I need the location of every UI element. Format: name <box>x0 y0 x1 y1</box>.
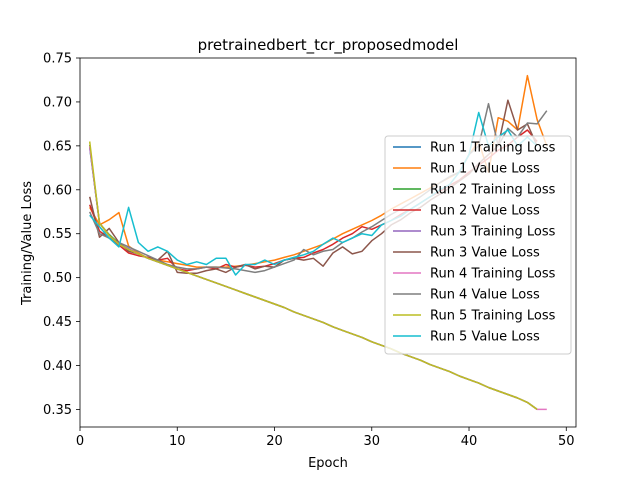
legend-box <box>384 135 572 355</box>
y-tick-label: 0.70 <box>43 95 72 110</box>
x-tick-label: 10 <box>169 434 186 449</box>
x-axis-ticks: 0 10 20 30 40 50 <box>76 427 575 449</box>
y-tick-label: 0.65 <box>43 139 72 154</box>
x-tick-label: 40 <box>461 434 478 449</box>
legend-entry-label: Run 1 Training Loss <box>430 141 556 156</box>
y-tick-label: 0.60 <box>43 183 72 198</box>
y-axis-ticks: 0.35 0.40 0.45 0.50 0.55 0.60 0.65 0.70 0.75 <box>43 52 80 418</box>
legend-entry-label: Run 2 Training Loss <box>430 183 556 198</box>
x-axis-label: Epoch <box>308 456 348 471</box>
legend-entry-label: Run 2 Value Loss <box>430 204 540 219</box>
legend-entry-label: Run 5 Training Loss <box>430 309 556 324</box>
x-tick-label: 20 <box>266 434 283 449</box>
y-axis-label: Training/Value Loss <box>20 181 35 306</box>
plot-frame <box>79 57 577 428</box>
x-tick-label: 0 <box>76 434 84 449</box>
legend-entry-label: Run 1 Value Loss <box>430 162 540 177</box>
legend-entry-label: Run 3 Value Loss <box>430 246 540 261</box>
x-tick-label: 50 <box>558 434 575 449</box>
y-tick-label: 0.35 <box>43 403 72 418</box>
chart-title: pretrainedbert_tcr_proposedmodel <box>198 36 459 55</box>
y-tick-label: 0.40 <box>43 359 72 374</box>
y-tick-label: 0.50 <box>43 271 72 286</box>
legend-entry-label: Run 3 Training Loss <box>430 225 556 240</box>
y-tick-label: 0.45 <box>43 315 72 330</box>
legend-entry-label: Run 5 Value Loss <box>430 330 540 345</box>
y-tick-label: 0.75 <box>43 52 72 67</box>
legend-entry-label: Run 4 Training Loss <box>430 267 556 282</box>
legend-entry-label: Run 4 Value Loss <box>430 288 540 303</box>
series-line-9 <box>88 141 538 411</box>
legend: Run 1 Training Loss Run 1 Value Loss Run 2… <box>384 135 572 355</box>
y-tick-label: 0.55 <box>43 227 72 242</box>
x-tick-label: 30 <box>363 434 380 449</box>
